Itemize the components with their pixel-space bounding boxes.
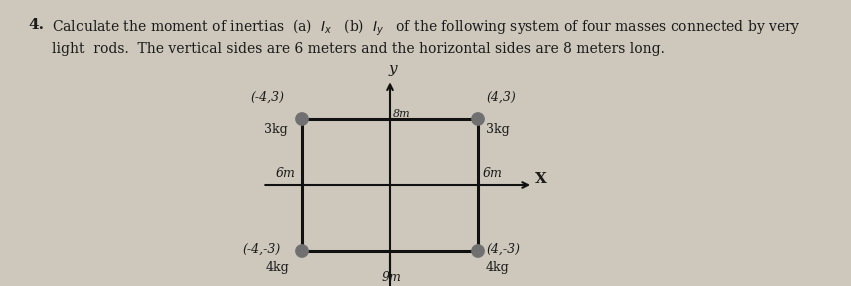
Text: y: y xyxy=(389,62,397,76)
Text: (-4,-3): (-4,-3) xyxy=(242,243,280,256)
Text: 6m: 6m xyxy=(276,167,296,180)
Circle shape xyxy=(296,245,308,257)
Text: light  rods.  The vertical sides are 6 meters and the horizontal sides are 8 met: light rods. The vertical sides are 6 met… xyxy=(52,42,665,56)
Text: (4,-3): (4,-3) xyxy=(486,243,520,256)
Text: Calculate the moment of inertias  (a)  $I_x$   (b)  $I_y$   of the following sys: Calculate the moment of inertias (a) $I_… xyxy=(52,18,801,38)
Text: X: X xyxy=(535,172,547,186)
Circle shape xyxy=(471,113,484,125)
Text: 4kg: 4kg xyxy=(266,261,289,274)
Text: 3kg: 3kg xyxy=(486,123,510,136)
Text: 6m: 6m xyxy=(483,167,503,180)
Circle shape xyxy=(296,113,308,125)
Circle shape xyxy=(471,245,484,257)
Text: 4.: 4. xyxy=(28,18,44,32)
Text: (4,3): (4,3) xyxy=(486,91,516,104)
Text: 3kg: 3kg xyxy=(264,123,288,136)
Text: 9m: 9m xyxy=(382,271,402,284)
Text: 8m: 8m xyxy=(393,109,411,119)
Text: (-4,3): (-4,3) xyxy=(250,91,284,104)
Text: 4kg: 4kg xyxy=(486,261,510,274)
